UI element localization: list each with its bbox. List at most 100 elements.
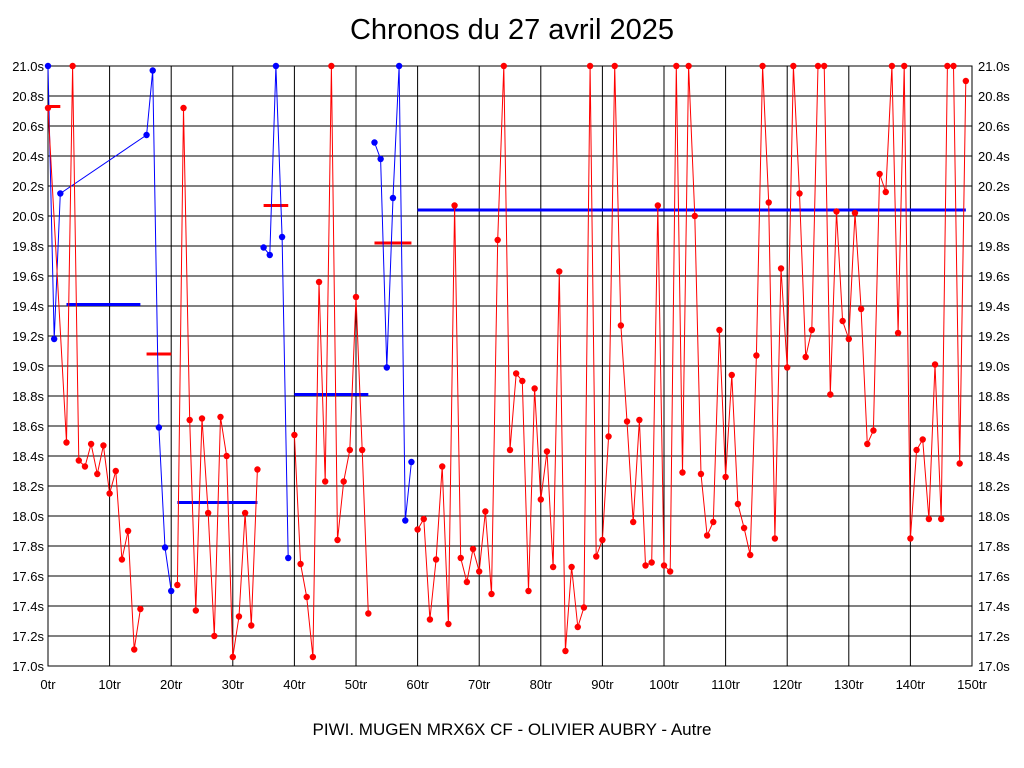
data-point (180, 104, 187, 112)
data-point (50, 335, 58, 343)
data-point (328, 62, 335, 70)
data-point (636, 416, 643, 424)
data-point (445, 620, 452, 628)
y-tick-label: 18.0s (12, 509, 44, 524)
data-point (580, 604, 588, 611)
data-point (605, 433, 612, 440)
data-point (617, 322, 625, 329)
data-point (630, 518, 637, 526)
data-point (740, 524, 748, 532)
data-point (334, 536, 341, 544)
y-tick-label-right: 18.0s (978, 509, 1010, 524)
data-point (463, 578, 471, 586)
data-point (765, 199, 772, 206)
data-point (685, 62, 692, 70)
data-point (100, 442, 107, 449)
y-tick-label-right: 18.2s (978, 479, 1010, 494)
data-point (956, 460, 963, 467)
x-tick-label: 10tr (98, 677, 121, 692)
y-tick-label-right: 20.8s (978, 89, 1010, 104)
data-point (469, 545, 477, 553)
data-point (69, 62, 76, 70)
y-tick-label-right: 17.4s (978, 599, 1010, 614)
data-point (476, 568, 483, 575)
data-point (568, 563, 575, 571)
data-point (420, 515, 427, 523)
data-point (673, 62, 680, 70)
data-point (106, 490, 113, 497)
y-tick-label-right: 20.6s (978, 119, 1010, 134)
y-tick-label-right: 18.8s (978, 389, 1010, 404)
data-point (753, 352, 760, 359)
data-point (395, 62, 403, 70)
data-point (691, 212, 698, 220)
data-points (44, 62, 970, 661)
x-tick-label: 150tr (957, 677, 987, 692)
data-point (223, 452, 230, 460)
data-point (198, 415, 206, 422)
series-line (417, 65, 967, 652)
data-point (827, 391, 834, 398)
y-tick-label-right: 17.0s (978, 659, 1010, 674)
data-point (494, 236, 501, 244)
data-point (857, 305, 865, 313)
y-tick-label: 17.8s (12, 539, 44, 554)
data-point (44, 104, 52, 112)
data-point (839, 317, 846, 325)
data-point (358, 446, 366, 454)
data-point (75, 457, 83, 464)
data-point (124, 527, 132, 535)
data-point (426, 616, 434, 623)
data-point (593, 553, 600, 560)
y-tick-label: 17.2s (12, 629, 44, 644)
data-point (414, 526, 421, 533)
axes: 17.0s 17.0s 17.2s 17.2s 17.4s 17.4s 17.6s 17.6s… (12, 59, 1010, 692)
data-point (63, 439, 70, 446)
data-point (44, 62, 52, 70)
data-point (254, 466, 261, 473)
series-line (47, 65, 172, 592)
data-point (790, 62, 797, 70)
data-point (808, 326, 816, 334)
data-point (272, 62, 280, 70)
data-point (599, 536, 606, 544)
plot-frame (47, 65, 973, 667)
data-point (543, 448, 551, 455)
data-point (309, 653, 317, 661)
y-tick-label: 17.0s (12, 659, 44, 674)
data-point (962, 77, 970, 85)
data-point (229, 653, 236, 661)
data-point (217, 413, 224, 421)
y-tick-label: 19.0s (12, 359, 44, 374)
x-tick-label: 20tr (160, 677, 183, 692)
y-tick-label: 19.4s (12, 299, 44, 314)
data-point (586, 62, 594, 70)
chart-subtitle: PIWI. MUGEN MRX6X CF - OLIVIER AUBRY - A… (312, 720, 712, 739)
data-point (482, 508, 489, 515)
y-tick-label: 20.0s (12, 209, 44, 224)
data-point (248, 622, 255, 629)
x-tick-label: 90tr (591, 677, 614, 692)
data-point (266, 251, 273, 259)
y-tick-label: 18.6s (12, 419, 44, 434)
data-point (950, 62, 957, 70)
data-point (864, 440, 871, 448)
data-point (161, 544, 169, 551)
data-point (81, 463, 89, 470)
data-point (802, 353, 809, 361)
series-line (263, 65, 289, 559)
data-point (260, 244, 267, 251)
y-tick-label: 17.6s (12, 569, 44, 584)
data-point (660, 562, 668, 569)
data-point (833, 208, 840, 215)
data-point (574, 623, 581, 631)
data-point (186, 416, 193, 424)
data-point (402, 517, 409, 524)
y-tick-label-right: 19.0s (978, 359, 1010, 374)
data-point (882, 188, 889, 196)
data-point (894, 329, 902, 337)
data-point (710, 518, 717, 526)
y-tick-label-right: 20.2s (978, 179, 1010, 194)
data-point (777, 265, 785, 272)
